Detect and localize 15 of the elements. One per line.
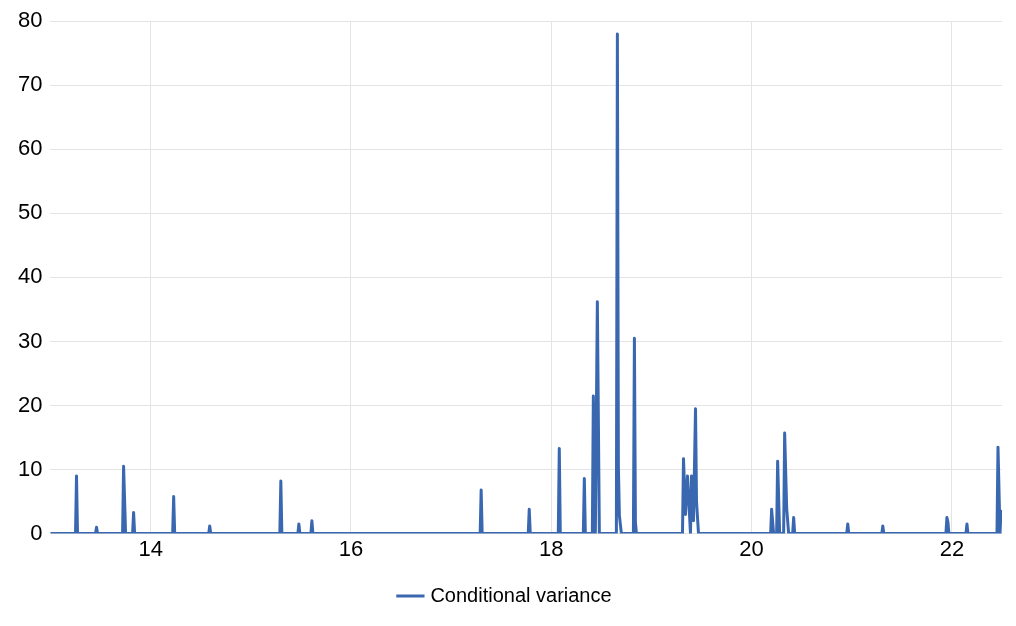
y-tick-label: 40 bbox=[17, 263, 43, 289]
y-tick-label: 0 bbox=[30, 519, 43, 545]
y-tick-label: 80 bbox=[17, 7, 43, 33]
y-tick-label: 60 bbox=[17, 135, 43, 161]
x-tick-label: 20 bbox=[739, 535, 764, 561]
y-tick-label: 10 bbox=[17, 455, 43, 481]
x-tick-label: 14 bbox=[138, 535, 163, 561]
x-tick-label: 18 bbox=[539, 535, 564, 561]
legend-label: Conditional variance bbox=[430, 583, 612, 606]
y-tick-label: 50 bbox=[17, 199, 43, 225]
y-tick-label: 30 bbox=[17, 327, 43, 353]
y-tick-label: 70 bbox=[17, 71, 43, 97]
y-tick-label: 20 bbox=[17, 391, 43, 417]
x-tick-label: 22 bbox=[939, 535, 965, 561]
x-tick-label: 16 bbox=[338, 535, 364, 561]
